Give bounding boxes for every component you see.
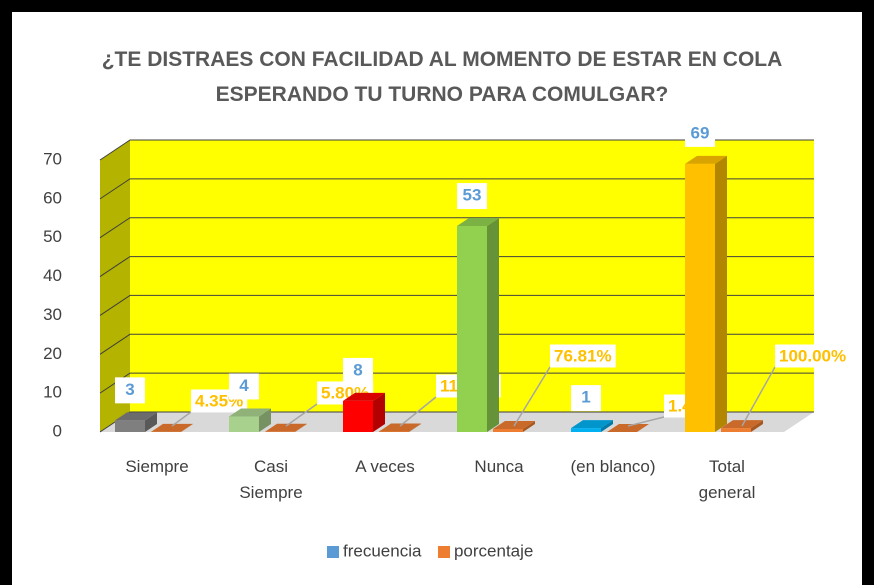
leader-line	[171, 411, 192, 427]
legend-label: porcentaje	[454, 541, 533, 560]
label-box	[457, 183, 487, 210]
label-box	[685, 120, 715, 147]
bar-front	[685, 163, 715, 432]
grid-line	[99, 294, 814, 316]
bar	[571, 420, 613, 432]
bar-top	[265, 423, 307, 432]
legend-swatch	[437, 546, 450, 558]
bar-side	[295, 423, 307, 432]
label-box	[343, 357, 373, 384]
y-tick-label: 50	[43, 227, 62, 246]
bar-side	[487, 218, 499, 432]
label-box	[229, 373, 259, 400]
leader-line	[627, 416, 665, 427]
leader-line	[285, 403, 318, 427]
chart: 01020304050607034.35%45.80%811.59%5376.8…	[43, 120, 851, 560]
legend-swatch	[327, 546, 339, 558]
bar-front	[229, 416, 259, 432]
grid-line	[99, 139, 814, 161]
label-box	[571, 385, 601, 412]
chart-area: 01020304050607034.35%45.80%811.59%5376.8…	[12, 12, 862, 585]
x-tick-label: A veces	[355, 457, 415, 476]
grid-line	[99, 217, 814, 239]
bar-top	[457, 218, 499, 227]
bar-side	[715, 155, 727, 432]
x-tick-label: Casi Siempre	[239, 457, 303, 502]
leader-line	[399, 396, 437, 427]
y-tick-label: 70	[43, 149, 62, 168]
bar-side	[259, 408, 271, 432]
data-label: 1	[581, 388, 590, 407]
bar-top	[151, 423, 193, 432]
y-tick-label: 0	[53, 421, 62, 440]
bar-top	[115, 412, 157, 421]
data-label: 53	[463, 186, 482, 205]
bar-top	[721, 420, 763, 429]
grid-line	[99, 333, 814, 355]
side-wall	[100, 140, 130, 432]
chart-title: ¿TE DISTRAES CON FACILIDAD AL MOMENTO DE…	[101, 48, 783, 106]
bar-top	[343, 392, 385, 401]
bar-front	[571, 428, 601, 432]
leader-line	[741, 366, 776, 427]
bar-front	[721, 428, 751, 432]
y-tick-label: 20	[43, 344, 62, 363]
data-label: 8	[353, 360, 362, 379]
grid-line	[99, 372, 814, 394]
legend-label: frecuencia	[343, 541, 422, 560]
bar-side	[181, 423, 193, 432]
bar	[151, 423, 193, 432]
data-label: 76.81%	[554, 346, 612, 365]
bar	[379, 423, 421, 432]
label-box	[550, 344, 616, 368]
x-tick-label: Total general	[698, 457, 756, 502]
y-tick-label: 60	[43, 188, 62, 207]
x-tick-label: Siempre	[125, 457, 189, 476]
bar-top	[607, 423, 649, 432]
bar-side	[145, 412, 157, 432]
bar-side	[373, 392, 385, 432]
label-box	[115, 377, 145, 404]
bar-side	[637, 423, 649, 432]
bar	[229, 408, 271, 432]
bar	[265, 423, 307, 432]
bar	[607, 423, 649, 432]
y-tick-label: 30	[43, 305, 62, 324]
x-tick-label: Nunca	[474, 457, 524, 476]
bar-side	[409, 423, 421, 432]
bar	[115, 412, 157, 432]
bar-top	[571, 420, 613, 429]
grid-line	[99, 178, 814, 200]
bar	[343, 392, 385, 432]
grid-line	[99, 411, 814, 433]
data-label: 3	[125, 380, 134, 399]
bar	[721, 420, 763, 432]
x-tick-label: (en blanco)	[570, 457, 656, 476]
data-label: 100.00%	[779, 346, 846, 365]
label-box	[775, 344, 851, 368]
y-tick-label: 40	[43, 266, 62, 285]
data-label: 4	[239, 376, 249, 395]
data-label: 69	[691, 123, 710, 142]
y-tick-label: 10	[43, 383, 62, 402]
bar-side	[523, 421, 535, 432]
bar	[685, 155, 727, 432]
bar-top	[685, 155, 727, 164]
bar-front	[115, 420, 145, 432]
leader-line	[513, 366, 551, 427]
bar-top	[379, 423, 421, 432]
bar	[457, 218, 499, 432]
bar-top	[229, 408, 271, 417]
bar-front	[493, 429, 523, 432]
bar-front	[343, 400, 373, 432]
bar-side	[601, 420, 613, 432]
bar-side	[751, 420, 763, 432]
bar-front	[457, 226, 487, 432]
grid-line	[99, 256, 814, 277]
